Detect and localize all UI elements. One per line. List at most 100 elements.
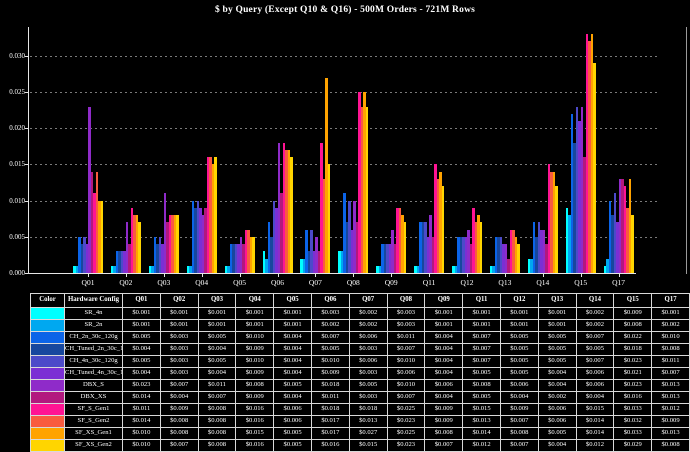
color-swatch [30, 403, 65, 416]
value-cell: $0.018 [310, 379, 350, 392]
bar-CH_Tuned_4n_30c_120g-Q07 [312, 251, 316, 273]
x-axis-tick-mark [391, 274, 393, 277]
bar-group-Q11 [414, 27, 445, 273]
bar-SF_S_Gen2-Q04 [209, 157, 212, 273]
hardware-config-cell: SR_2n [64, 319, 123, 332]
value-cell: $0.029 [613, 439, 653, 452]
hardware-config-cell: CH_Tuned_4n_30c_120g [64, 367, 123, 380]
table-row-DBX_XS: DBX_XS $0.014 $0.004 $0.007 $0.009 $0.004 $0.0… [30, 391, 690, 404]
bar-CH_4n_30c_120g-Q04 [196, 200, 200, 273]
table-row-SF_XS_Gen1: SF_XS_Gen1 $0.010 $0.008 $0.008 $0.015 $0.005… [30, 427, 690, 440]
bar-SR_2n-Q15 [568, 215, 571, 273]
x-axis-tick-label: Q15 [574, 278, 588, 287]
value-cell: $0.007 [462, 331, 501, 344]
bar-CH_4n_30c_120g-Q03 [158, 236, 162, 273]
gridline [30, 128, 660, 130]
bar-SR_2n-Q17 [606, 258, 609, 273]
x-axis-tick-mark [429, 274, 431, 277]
color-swatch [30, 439, 65, 452]
bar-group-Q02 [110, 27, 141, 273]
value-cell: $0.001 [499, 319, 539, 332]
bar-DBX_S-Q03 [163, 193, 167, 273]
value-cell: $0.032 [613, 415, 653, 428]
value-cell: $0.004 [159, 391, 199, 404]
bar-CH_Tuned_2n_30c_120g-Q02 [118, 251, 121, 273]
bar-DBX_XS-Q11 [431, 236, 435, 273]
bar-SR_2n-Q14 [530, 258, 533, 273]
color-swatch [30, 343, 65, 356]
bar-SF_S_Gen2-Q02 [133, 215, 136, 273]
y-axis-line [28, 27, 29, 274]
value-cell: $0.018 [613, 343, 653, 356]
bar-SF_XS_Gen1-Q01 [98, 200, 101, 273]
bar-SF_XS_Gen2-Q07 [327, 164, 331, 273]
bar-SR_2n-Q02 [113, 265, 116, 273]
value-cell: $0.006 [348, 331, 388, 344]
table-row-SR_4n: SR_4n $0.001 $0.001 $0.001 $0.001 $0.001 $0.00… [30, 307, 690, 320]
value-cell: $0.033 [613, 427, 653, 440]
value-cell: $0.004 [122, 367, 161, 380]
bar-SR_2n-Q04 [189, 265, 192, 273]
value-cell: $0.001 [499, 307, 539, 320]
value-cell: $0.017 [310, 427, 350, 440]
bar-DBX_XS-Q01 [90, 171, 93, 273]
value-cell: $0.003 [159, 331, 199, 344]
value-cell: $0.008 [159, 415, 199, 428]
value-cell: $0.001 [197, 307, 237, 320]
value-cell: $0.002 [348, 307, 388, 320]
value-cell: $0.009 [651, 415, 690, 428]
value-cell: $0.005 [537, 331, 577, 344]
bar-SR_4n-Q01 [73, 265, 76, 273]
bar-SF_S_Gen2-Q06 [285, 150, 288, 273]
bar-SF_XS_Gen2-Q17 [631, 215, 634, 273]
value-cell: $0.006 [499, 379, 539, 392]
bar-SF_S_Gen2-Q14 [550, 171, 553, 273]
bar-SR_4n-Q15 [565, 207, 569, 273]
bar-CH_Tuned_4n_30c_120g-Q15 [578, 121, 581, 273]
value-cell: $0.005 [537, 355, 577, 368]
bar-DBX_S-Q08 [353, 200, 356, 273]
table-header-cell: Q09 [424, 293, 464, 308]
value-cell: $0.004 [537, 439, 577, 452]
value-cell: $0.005 [462, 391, 501, 404]
value-cell: $0.005 [537, 343, 577, 356]
value-cell: $0.012 [462, 439, 501, 452]
bar-DBX_XS-Q15 [583, 157, 586, 273]
bar-SF_S_Gen2-Q15 [588, 41, 591, 273]
bar-SF_XS_Gen1-Q13 [514, 236, 518, 273]
x-axis-tick-label: Q12 [460, 278, 474, 287]
bar-SF_XS_Gen1-Q11 [439, 171, 442, 273]
value-cell: $0.006 [537, 415, 577, 428]
value-cell: $0.005 [348, 379, 388, 392]
bar-SR_4n-Q08 [338, 251, 341, 273]
value-cell: $0.016 [310, 439, 350, 452]
table-row-SR_2n: SR_2n $0.001 $0.001 $0.001 $0.001 $0.001 $0.00… [30, 319, 690, 332]
value-cell: $0.004 [273, 367, 312, 380]
value-cell: $0.015 [348, 439, 388, 452]
value-cell: $0.004 [499, 391, 539, 404]
value-cell: $0.011 [122, 403, 161, 416]
table-header-cell: Q06 [310, 293, 350, 308]
bar-DBX_XS-Q02 [128, 244, 131, 273]
value-cell: $0.003 [159, 355, 199, 368]
bar-CH_Tuned_2n_30c_120g-Q11 [421, 222, 425, 273]
table-header-cell: Q07 [348, 293, 388, 308]
value-cell: $0.001 [462, 319, 501, 332]
bar-group-Q15 [565, 27, 596, 273]
hardware-config-cell: DBX_XS [64, 391, 123, 404]
bar-CH_4n_30c_120g-Q14 [537, 222, 541, 273]
hardware-config-cell: CH_4n_30c_120g [64, 355, 123, 368]
value-cell: $0.006 [537, 403, 577, 416]
bar-SR_4n-Q11 [414, 265, 417, 273]
bar-SR_4n-Q12 [452, 265, 455, 273]
value-cell: $0.001 [537, 307, 577, 320]
bar-CH_2n_30c_120g-Q02 [115, 251, 119, 273]
bar-CH_Tuned_2n_30c_120g-Q12 [459, 236, 462, 273]
x-axis-tick-mark [580, 274, 582, 277]
bar-DBX_S-Q13 [504, 244, 508, 273]
value-cell: $0.033 [613, 403, 653, 416]
value-cell: $0.007 [499, 415, 539, 428]
bar-SF_XS_Gen2-Q14 [555, 186, 558, 273]
bar-CH_4n_30c_120g-Q06 [272, 200, 275, 273]
hardware-config-legend-table: Color Hardware Config Q01 Q02 Q03 Q04 Q05 Q06 Q0… [30, 293, 690, 452]
